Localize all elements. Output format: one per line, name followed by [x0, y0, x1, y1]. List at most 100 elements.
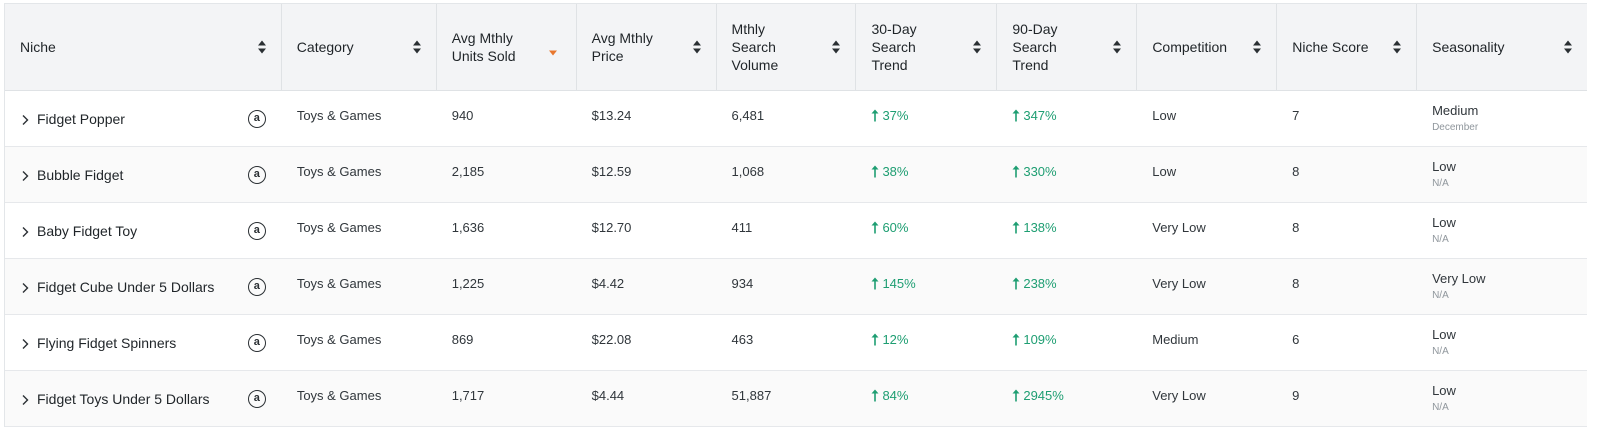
- cell-trend-30-day: 60%: [856, 203, 997, 258]
- cell-niche[interactable]: Baby Fidget Toy a: [5, 203, 282, 258]
- cell-search-volume: 6,481: [731, 108, 765, 123]
- amazon-icon[interactable]: a: [247, 277, 266, 296]
- column-header-seasonality[interactable]: Seasonality: [1417, 4, 1587, 90]
- cell-units-sold: 1,225: [451, 276, 485, 291]
- column-header-trend-90-day[interactable]: 90-Day Search Trend: [997, 4, 1138, 90]
- chevron-right-icon[interactable]: [20, 393, 30, 405]
- sort-icon[interactable]: [692, 40, 701, 54]
- cell-niche-score: 8: [1292, 276, 1300, 291]
- cell-niche-score: 9: [1292, 388, 1300, 403]
- niche-name[interactable]: Baby Fidget Toy: [37, 222, 138, 239]
- sort-icon[interactable]: [412, 40, 421, 54]
- sort-icon[interactable]: [1393, 40, 1402, 54]
- sort-icon[interactable]: [1564, 40, 1573, 54]
- column-header-category[interactable]: Category: [282, 4, 437, 90]
- amazon-icon[interactable]: a: [247, 221, 266, 240]
- amazon-icon[interactable]: a: [247, 109, 266, 128]
- cell-competition: Very Low: [1152, 220, 1206, 235]
- sort-icon[interactable]: [1113, 40, 1122, 54]
- amazon-icon[interactable]: a: [247, 389, 266, 408]
- cell-trend-30-day: 145%: [856, 259, 997, 314]
- chevron-right-icon[interactable]: [20, 337, 30, 349]
- column-header-trend-30-day[interactable]: 30-Day Search Trend: [856, 4, 998, 90]
- trend-up-icon: [871, 109, 879, 122]
- chevron-right-icon[interactable]: [20, 169, 30, 181]
- seasonality-level: Low: [1432, 383, 1456, 398]
- cell-competition: Low: [1152, 108, 1177, 123]
- cell-units-sold: 1,636: [451, 220, 485, 235]
- trend-up-icon: [871, 389, 879, 402]
- table-row[interactable]: Baby Fidget Toy a Toys & Games 1,636 $12.70 4…: [5, 203, 1587, 259]
- sort-icon[interactable]: [1253, 40, 1262, 54]
- niche-table: Niche Category Avg Mthly Units Sold Avg Mth…: [4, 3, 1587, 427]
- cell-trend-30-day: 12%: [856, 315, 997, 370]
- chevron-right-icon[interactable]: [20, 113, 30, 125]
- column-header-units-sold[interactable]: Avg Mthly Units Sold: [437, 4, 577, 90]
- seasonality-month: N/A: [1432, 178, 1449, 189]
- table-row[interactable]: Fidget Cube Under 5 Dollars a Toys & Games…: [5, 259, 1587, 315]
- cell-niche[interactable]: Bubble Fidget a: [5, 147, 282, 202]
- cell-search-volume: 411: [731, 220, 753, 235]
- chevron-right-icon[interactable]: [20, 225, 30, 237]
- cell-category: Toys & Games: [296, 332, 382, 347]
- seasonality-month: N/A: [1432, 234, 1449, 245]
- cell-category: Toys & Games: [296, 164, 382, 179]
- cell-competition: Low: [1152, 164, 1177, 179]
- niche-name[interactable]: Fidget Popper: [37, 110, 125, 127]
- column-header-competition[interactable]: Competition: [1137, 4, 1278, 90]
- cell-category: Toys & Games: [296, 276, 382, 291]
- trend-value: 347%: [1023, 108, 1057, 123]
- sort-desc-icon[interactable]: [548, 43, 557, 56]
- sort-icon[interactable]: [973, 40, 982, 54]
- cell-search-volume: 934: [731, 276, 754, 291]
- column-header-price[interactable]: Avg Mthly Price: [577, 4, 717, 90]
- cell-trend-90-day: 138%: [997, 203, 1137, 258]
- amazon-icon[interactable]: a: [247, 333, 266, 352]
- trend-value: 84%: [882, 388, 909, 403]
- cell-niche-score: 8: [1292, 220, 1300, 235]
- sort-icon[interactable]: [832, 40, 841, 54]
- cell-trend-90-day: 347%: [997, 91, 1137, 146]
- cell-units-sold: 869: [451, 332, 474, 347]
- cell-search-volume: 463: [731, 332, 754, 347]
- table-row[interactable]: Fidget Popper a Toys & Games 940 $13.24 6,481…: [5, 91, 1587, 147]
- column-header-niche-score[interactable]: Niche Score: [1277, 4, 1418, 90]
- column-header-label: Avg Mthly Price: [591, 30, 653, 64]
- column-header-search-volume[interactable]: Mthly Search Volume: [717, 4, 857, 90]
- cell-trend-90-day: 109%: [997, 315, 1137, 370]
- trend-up-icon: [1012, 333, 1020, 346]
- niche-name[interactable]: Bubble Fidget: [37, 166, 124, 183]
- seasonality-level: Medium: [1432, 103, 1479, 118]
- trend-value: 60%: [882, 220, 909, 235]
- seasonality-month: December: [1432, 122, 1479, 133]
- niche-name[interactable]: Flying Fidget Spinners: [37, 334, 177, 351]
- niche-name[interactable]: Fidget Cube Under 5 Dollars: [37, 278, 215, 295]
- cell-niche[interactable]: Fidget Toys Under 5 Dollars a: [5, 371, 282, 426]
- cell-category: Toys & Games: [296, 108, 382, 123]
- column-header-niche[interactable]: Niche: [5, 4, 282, 90]
- sort-icon[interactable]: [257, 40, 266, 54]
- table-header: Niche Category Avg Mthly Units Sold Avg Mth…: [5, 4, 1587, 91]
- chevron-right-icon[interactable]: [20, 281, 30, 293]
- cell-price: $12.70: [591, 220, 632, 235]
- cell-niche[interactable]: Fidget Popper a: [5, 91, 282, 146]
- column-header-label: Niche Score: [1292, 39, 1369, 55]
- seasonality-level: Low: [1432, 215, 1456, 230]
- cell-niche-score: 6: [1292, 332, 1300, 347]
- cell-niche[interactable]: Fidget Cube Under 5 Dollars a: [5, 259, 282, 314]
- table-row[interactable]: Flying Fidget Spinners a Toys & Games 869 $2…: [5, 315, 1587, 371]
- seasonality-level: Low: [1432, 159, 1456, 174]
- cell-units-sold: 1,717: [451, 388, 485, 403]
- cell-price: $22.08: [591, 332, 632, 347]
- niche-name[interactable]: Fidget Toys Under 5 Dollars: [37, 390, 210, 407]
- seasonality-month: N/A: [1432, 290, 1449, 301]
- table-row[interactable]: Bubble Fidget a Toys & Games 2,185 $12.59 1,0…: [5, 147, 1587, 203]
- table-row[interactable]: Fidget Toys Under 5 Dollars a Toys & Games…: [5, 371, 1587, 427]
- cell-niche[interactable]: Flying Fidget Spinners a: [5, 315, 282, 370]
- trend-value: 2945%: [1023, 388, 1064, 403]
- amazon-icon[interactable]: a: [247, 165, 266, 184]
- trend-value: 37%: [882, 108, 909, 123]
- trend-value: 109%: [1023, 332, 1057, 347]
- column-header-label: 30-Day Search Trend: [871, 21, 917, 73]
- column-header-label: 90-Day Search Trend: [1012, 21, 1058, 73]
